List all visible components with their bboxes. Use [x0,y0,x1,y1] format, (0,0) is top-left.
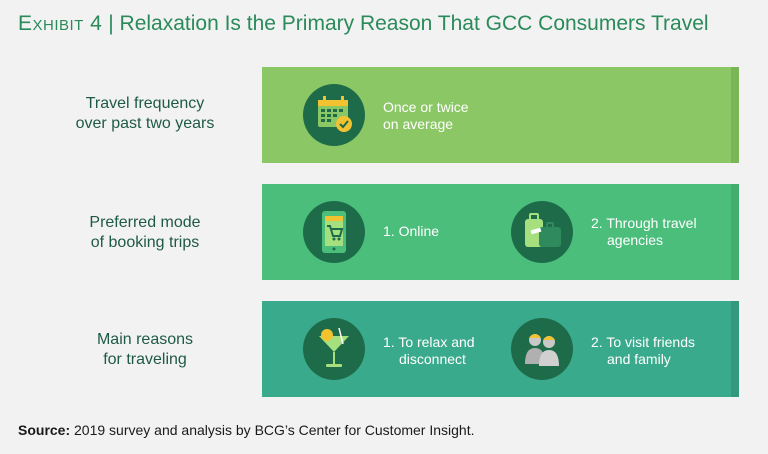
item-line: 2. To visit friends [591,334,696,350]
row-label-booking-mode: Preferred mode of booking trips [40,213,250,253]
item-line: disconnect [399,351,466,367]
band-edge [731,301,739,397]
phone-cart-icon [303,201,365,263]
row-label-travel-frequency: Travel frequency over past two years [40,94,250,134]
page-title: Exhibit 4 | Relaxation Is the Primary Re… [18,12,709,36]
row-label-main-reasons: Main reasons for traveling [40,330,250,370]
row-label-line: Travel frequency [85,95,205,112]
item-line: agencies [607,232,664,248]
band-booking-mode: 1. Online 2. Through travel agencies [262,184,739,280]
cocktail-icon [303,318,365,380]
item-travel-frequency: Once or twice on average [383,99,469,133]
source-label: Source: [18,422,71,438]
item-line: 1. Online [383,223,440,239]
item-line: Once or twice [383,99,469,115]
band-main-reasons: 1. To relax and disconnect 2. To visit f… [262,301,739,397]
item-online: 1. Online [383,223,439,240]
item-travel-agencies: 2. Through travel agencies [591,215,697,249]
item-line: on average [383,116,454,132]
band-edge [731,67,739,163]
item-visit-friends: 2. To visit friends and family [591,334,695,368]
item-line: and family [607,351,671,367]
people-icon [511,318,573,380]
band-edge [731,184,739,280]
band-travel-frequency: Once or twice on average [262,67,739,163]
row-label-line: Main reasons [96,331,194,348]
source-note: Source: 2019 survey and analysis by BCG’… [18,422,475,438]
title-text: Relaxation Is the Primary Reason That GC… [119,12,709,35]
calendar-check-icon [303,84,365,146]
luggage-icon [511,201,573,263]
item-relax: 1. To relax and disconnect [383,334,475,368]
row-label-line: of booking trips [90,234,200,251]
exhibit-number: Exhibit 4 [18,12,103,35]
item-line: 2. Through travel [591,215,697,231]
source-text: 2019 survey and analysis by BCG’s Center… [74,422,475,438]
title-separator: | [108,12,114,35]
row-label-line: for traveling [103,351,187,368]
item-line: 1. To relax and [383,334,475,350]
row-label-line: Preferred mode [89,214,201,231]
row-label-line: over past two years [75,115,215,132]
